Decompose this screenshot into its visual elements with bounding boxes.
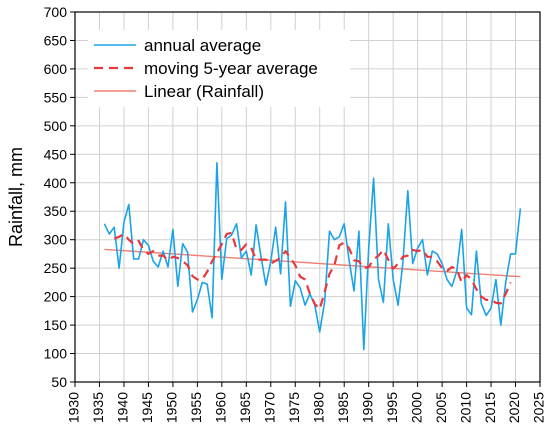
- x-tick-label: 1990: [359, 392, 375, 423]
- x-tick-label: 1970: [261, 392, 277, 423]
- x-tick-label: 1960: [213, 392, 229, 423]
- y-axis-ticks: 50 100 150 200 250 300 350 400 450 500 550 600 650 70…: [44, 4, 75, 390]
- x-tick-label: 2005: [433, 392, 449, 423]
- y-tick-label: 150: [44, 317, 68, 333]
- legend-label-2: Linear (Rainfall): [144, 82, 264, 101]
- x-tick-label: 1930: [66, 392, 82, 423]
- y-tick-label: 300: [44, 232, 68, 248]
- y-tick-label: 350: [44, 203, 68, 219]
- y-tick-label: 200: [44, 289, 68, 305]
- legend: annual average moving 5-year average Linea…: [88, 30, 350, 107]
- x-tick-label: 2000: [408, 392, 424, 423]
- y-axis-title: Rainfall, mm: [6, 147, 26, 247]
- x-tick-label: 1965: [237, 392, 253, 423]
- x-tick-label: 1980: [310, 392, 326, 423]
- x-tick-label: 1950: [164, 392, 180, 423]
- x-tick-label: 2015: [482, 392, 498, 423]
- x-tick-label: 1940: [115, 392, 131, 423]
- x-tick-label: 2025: [531, 392, 547, 423]
- y-tick-label: 500: [44, 118, 68, 134]
- y-tick-label: 250: [44, 260, 68, 276]
- y-tick-label: 600: [44, 61, 68, 77]
- y-tick-label: 450: [44, 146, 68, 162]
- y-tick-label: 50: [51, 374, 67, 390]
- y-tick-label: 400: [44, 175, 68, 191]
- x-tick-label: 1955: [188, 392, 204, 423]
- legend-label-0: annual average: [144, 36, 261, 55]
- y-tick-label: 700: [44, 4, 68, 20]
- series-line-0: [103, 162, 522, 351]
- y-tick-label: 650: [44, 32, 68, 48]
- legend-label-1: moving 5-year average: [144, 59, 318, 78]
- x-tick-label: 1935: [90, 392, 106, 423]
- y-tick-label: 100: [44, 346, 68, 362]
- x-tick-label: 1995: [384, 392, 400, 423]
- series-layer: [103, 162, 522, 351]
- x-axis-ticks: 1930 1935 1940 1945 1950 1955 1960 1965 1970 1975…: [66, 382, 547, 423]
- plot-area-frame: [74, 11, 541, 383]
- x-tick-label: 2010: [457, 392, 473, 423]
- y-tick-label: 550: [44, 89, 68, 105]
- x-tick-label: 1985: [335, 392, 351, 423]
- series-line-2: [104, 248, 521, 278]
- x-tick-label: 2020: [506, 392, 522, 423]
- x-tick-label: 1975: [286, 392, 302, 423]
- x-tick-label: 1945: [139, 392, 155, 423]
